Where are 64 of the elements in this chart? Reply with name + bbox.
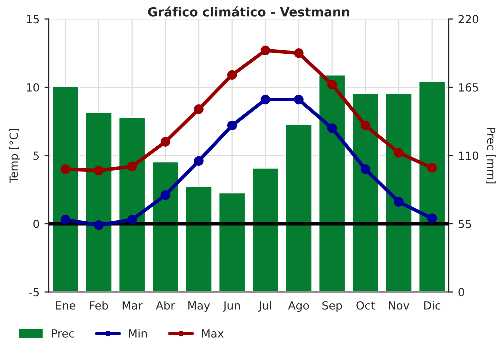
y-tick-label: 5 (34, 152, 39, 160)
point (194, 156, 204, 166)
point (227, 120, 238, 131)
point (394, 197, 404, 208)
point (294, 94, 304, 105)
point (160, 190, 171, 200)
chart-title: Gráfico climático - Vestmann (148, 6, 350, 17)
legend-label: Prec (52, 330, 74, 338)
x-tick-label: Jun (223, 302, 240, 312)
point (360, 120, 371, 131)
x-tick-label: Ene (56, 302, 76, 310)
point (60, 164, 71, 174)
y2-tick-label: 220 (458, 15, 478, 24)
y-tick-label: 15 (27, 15, 39, 24)
x-tick-label: Dic (424, 301, 441, 310)
point (327, 80, 338, 90)
x-tick-label: Mar (122, 302, 143, 310)
point (94, 166, 104, 176)
bar (218, 192, 246, 292)
point (294, 48, 304, 58)
point (427, 214, 438, 224)
point (427, 163, 438, 173)
x-tick-label: May (188, 302, 210, 312)
y2-tick-label: 110 (459, 152, 478, 160)
y-tick-label: -5 (29, 288, 39, 297)
legend-label: Max (202, 330, 224, 338)
x-tick-label: Sep (322, 301, 342, 312)
point (160, 137, 171, 147)
y-tick-label: 0 (34, 220, 40, 228)
bar (84, 112, 114, 292)
bar (352, 93, 380, 292)
point (394, 148, 404, 158)
bar (118, 116, 146, 292)
y-axis-title: Temp [°C] (10, 129, 20, 184)
point (260, 94, 271, 105)
x-tick-label: Abr (156, 301, 176, 310)
point (127, 215, 138, 225)
y2-axis-title: Prec [mm] (486, 128, 496, 184)
bar (384, 93, 414, 292)
x-tick-label: Oct (356, 301, 376, 310)
x-tick-label: Jul (258, 301, 272, 312)
point (60, 215, 71, 225)
bar (318, 74, 346, 292)
point (327, 124, 338, 134)
y-tick-label: 10 (27, 83, 40, 92)
point (194, 104, 204, 114)
point (360, 164, 371, 174)
point (227, 70, 238, 80)
x-tick-label: Feb (90, 301, 108, 310)
legend-label: Min (129, 329, 147, 338)
y2-tick-label: 0 (458, 288, 464, 297)
point (127, 162, 138, 172)
bar (284, 124, 314, 292)
y2-tick-label: 55 (458, 220, 472, 228)
bar (418, 80, 446, 292)
bar (252, 167, 280, 292)
bar (52, 86, 80, 292)
bar (152, 161, 180, 292)
x-tick-label: Nov (389, 302, 410, 310)
y2-tick-label: 165 (459, 83, 478, 92)
bar (184, 186, 214, 292)
x-tick-label: Ago (288, 302, 310, 312)
point (94, 220, 104, 230)
point (260, 46, 271, 56)
